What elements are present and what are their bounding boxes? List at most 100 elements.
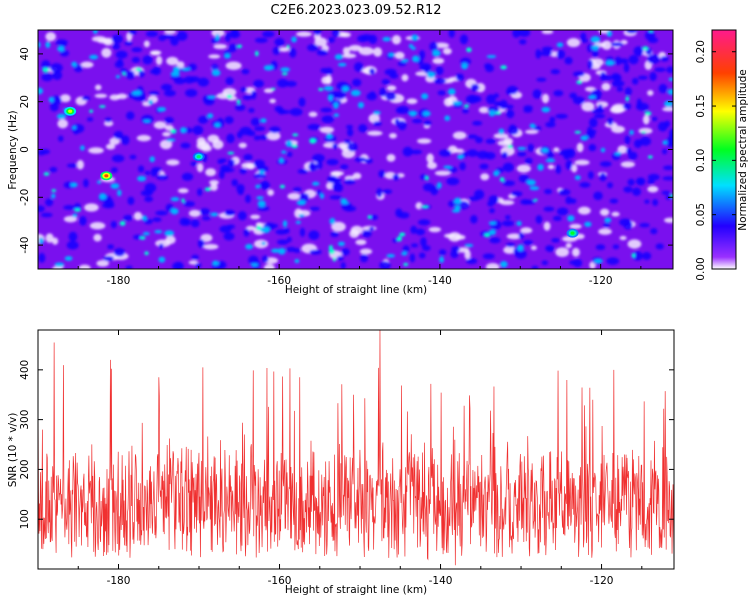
heatmap-cell — [292, 187, 302, 192]
heatmap-low-patch — [319, 126, 335, 134]
heatmap-y-ticks: -40 -20 0 20 40 — [19, 47, 673, 254]
heatmap-cell — [276, 239, 289, 245]
heatmap-cell — [226, 94, 233, 99]
heatmap-cell — [227, 151, 235, 155]
heatmap-cell — [420, 237, 427, 247]
heatmap-cell — [382, 36, 391, 42]
heatmap-cell — [550, 69, 560, 75]
heatmap-low-patch — [428, 226, 442, 233]
heatmap-low-patch — [611, 125, 625, 134]
x-tick-label: -180 — [106, 275, 130, 287]
heatmap-low-patch — [153, 121, 167, 129]
heatmap-cell — [423, 120, 432, 127]
heatmap-cell — [51, 193, 56, 199]
heatmap-cell — [593, 191, 603, 201]
heatmap-cell — [154, 229, 163, 234]
heatmap-cell — [183, 76, 195, 84]
heatmap-cell — [329, 195, 342, 200]
heatmap-cell — [165, 138, 176, 142]
heatmap-cell — [152, 217, 162, 222]
heatmap-cell — [470, 83, 480, 92]
heatmap-cell — [128, 30, 137, 35]
heatmap-cell — [291, 36, 297, 43]
heatmap-cell — [262, 30, 275, 38]
heatmap-cell — [40, 149, 50, 155]
heatmap-cell — [328, 244, 333, 251]
heatmap-cell — [347, 142, 358, 152]
heatmap-cell — [86, 117, 94, 122]
heatmap-cell — [119, 220, 126, 226]
heatmap-low-patch — [200, 144, 212, 152]
heatmap-cell — [551, 238, 560, 243]
heatmap-cell — [593, 113, 606, 119]
heatmap-low-patch — [326, 182, 334, 190]
x-tick-label: -140 — [428, 275, 452, 287]
heatmap-low-patch — [394, 51, 405, 60]
heatmap-cell — [256, 196, 264, 200]
heatmap-cell — [529, 123, 536, 129]
heatmap-low-patch — [331, 221, 346, 232]
heatmap-cell — [552, 215, 562, 221]
heatmap-cell — [501, 220, 515, 227]
heatmap-cell — [668, 77, 673, 82]
heatmap-cell — [451, 209, 461, 213]
heatmap-low-patch — [406, 98, 418, 105]
heatmap-low-patch — [266, 131, 281, 141]
heatmap-cell — [190, 219, 200, 228]
heatmap-cell — [142, 231, 150, 236]
heatmap-cell — [144, 170, 151, 176]
heatmap-cell — [611, 80, 625, 87]
heatmap-cell — [257, 206, 270, 212]
heatmap-cell — [587, 95, 596, 100]
heatmap-cell — [345, 124, 353, 129]
heatmap-cell — [606, 257, 620, 265]
heatmap-low-patch — [308, 111, 318, 118]
y-tick-label: 400 — [19, 360, 31, 380]
heatmap-cell — [652, 199, 659, 206]
colorbar-tick-label: 0.00 — [695, 257, 707, 280]
heatmap-cell — [644, 199, 650, 204]
y-tick-label: 200 — [19, 459, 31, 479]
heatmap-cell — [569, 198, 577, 204]
heatmap-cell — [38, 252, 46, 263]
heatmap-low-patch — [76, 159, 84, 170]
heatmap-low-patch — [212, 139, 224, 150]
heatmap-low-patch — [627, 239, 642, 249]
heatmap-cell — [450, 249, 459, 259]
heatmap-cell — [257, 200, 266, 208]
heatmap-cell — [639, 223, 650, 228]
heatmap-cell — [358, 124, 368, 133]
heatmap-cell — [312, 181, 320, 186]
heatmap-cell — [655, 243, 664, 250]
heatmap-cell — [415, 228, 426, 236]
heatmap-cell — [326, 133, 333, 139]
heatmap-cell — [419, 50, 426, 60]
heatmap-cell — [642, 46, 649, 51]
heatmap-cell — [556, 207, 569, 216]
heatmap-cell — [164, 89, 176, 97]
heatmap-cell — [308, 230, 320, 240]
heatmap-cell — [99, 105, 106, 108]
heatmap-cell — [484, 233, 490, 238]
heatmap-low-patch — [571, 247, 580, 257]
heatmap-cell — [369, 91, 376, 97]
heatmap-cell — [204, 187, 212, 192]
heatmap-cell — [219, 169, 225, 180]
heatmap-cell — [236, 44, 243, 49]
heatmap-low-patch — [576, 142, 584, 153]
heatmap-cell — [588, 129, 597, 135]
heatmap-cell — [493, 93, 500, 98]
heatmap-cell — [623, 186, 633, 193]
heatmap-cell — [256, 225, 262, 231]
heatmap-cell — [593, 259, 603, 264]
heatmap-cell — [628, 151, 638, 160]
heatmap-cell — [486, 54, 497, 59]
heatmap-cell — [237, 211, 247, 221]
heatmap-cell — [409, 253, 416, 263]
heatmap-cell — [279, 157, 284, 164]
heatmap-cell — [214, 122, 221, 128]
heatmap-cell — [580, 32, 587, 41]
heatmap-cell — [580, 135, 589, 141]
heatmap-cell — [49, 102, 59, 112]
heatmap-low-patch — [103, 120, 114, 127]
